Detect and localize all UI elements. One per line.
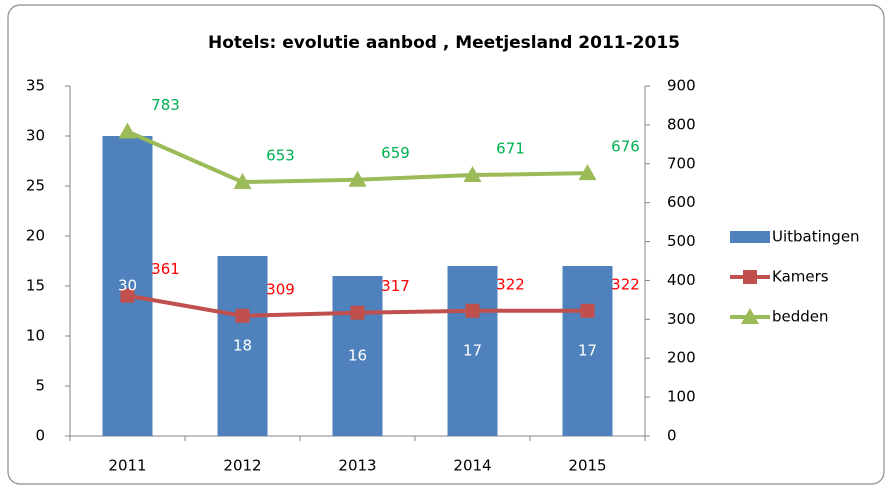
y2-tick-label: 900 — [667, 77, 696, 95]
x-tick-label: 2014 — [453, 457, 491, 475]
y2-tick-label: 400 — [667, 271, 696, 289]
y2-tick-label: 0 — [667, 427, 677, 445]
line-label: 783 — [151, 96, 180, 114]
marker — [463, 166, 482, 183]
x-tick-label: 2013 — [338, 457, 376, 475]
y2-tick-label: 800 — [667, 115, 696, 133]
y2-tick-label: 700 — [667, 154, 696, 172]
line-label: 659 — [381, 144, 410, 162]
y-tick-label: 25 — [26, 177, 45, 195]
marker — [580, 303, 595, 318]
marker — [235, 308, 250, 323]
y-tick-label: 15 — [26, 277, 45, 295]
line-label: 653 — [266, 147, 295, 165]
x-tick-label: 2012 — [223, 457, 261, 475]
y-tick-label: 5 — [35, 377, 45, 395]
line-label: 671 — [496, 140, 525, 158]
bar — [217, 256, 268, 436]
line-label: 309 — [266, 280, 295, 298]
y2-tick-label: 600 — [667, 193, 696, 211]
bar-label: 18 — [233, 337, 252, 355]
bar — [332, 276, 383, 436]
y-tick-label: 10 — [26, 327, 45, 345]
marker — [350, 305, 365, 320]
bar-label: 17 — [463, 342, 482, 360]
y-tick-label: 20 — [26, 227, 45, 245]
bar-label: 17 — [578, 342, 597, 360]
y-tick-label: 30 — [26, 127, 45, 145]
x-tick-label: 2015 — [568, 457, 606, 475]
chart-title: Hotels: evolutie aanbod , Meetjesland 20… — [208, 33, 680, 53]
line-label: 317 — [381, 277, 410, 295]
bar — [102, 136, 153, 436]
marker — [465, 303, 480, 318]
line-label: 361 — [151, 260, 180, 278]
marker — [348, 170, 367, 187]
y2-tick-label: 200 — [667, 349, 696, 367]
bar — [447, 266, 498, 436]
bar — [562, 266, 613, 436]
y-tick-label: 35 — [26, 77, 45, 95]
bar-label: 30 — [118, 277, 137, 295]
legend-marker — [741, 308, 759, 324]
x-tick-label: 2011 — [108, 457, 146, 475]
line-label: 322 — [496, 275, 525, 293]
y2-tick-label: 300 — [667, 310, 696, 328]
legend-swatch — [730, 231, 770, 243]
legend-label: bedden — [772, 308, 829, 326]
legend-label: Kamers — [772, 268, 829, 286]
y2-tick-label: 500 — [667, 232, 696, 250]
y2-tick-label: 100 — [667, 388, 696, 406]
marker — [120, 288, 135, 303]
line-label: 676 — [611, 138, 640, 156]
marker — [118, 122, 137, 139]
bar-label: 16 — [348, 347, 367, 365]
line-label: 322 — [611, 275, 640, 293]
marker — [233, 173, 252, 190]
y-tick-label: 0 — [35, 427, 45, 445]
legend-label: Uitbatingen — [772, 228, 860, 246]
legend-marker — [743, 270, 757, 284]
marker — [578, 164, 597, 181]
